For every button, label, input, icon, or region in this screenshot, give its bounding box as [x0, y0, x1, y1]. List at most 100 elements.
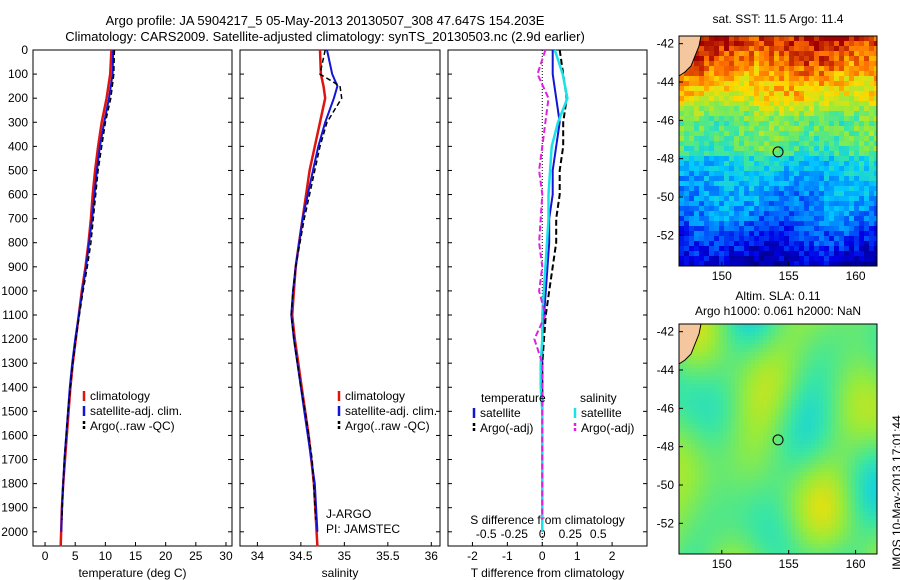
sla-argo-location-marker	[772, 434, 784, 446]
sst-xtick-label: 160	[846, 269, 866, 283]
salinity-xtick-label: 34.5	[289, 549, 313, 563]
sla-ytick-label: -50	[657, 478, 675, 492]
sla-ytick-label: -48	[657, 440, 675, 454]
sdiff-legend-entry: Argo(-adj)	[581, 421, 634, 435]
depth-tick-label: 1500	[1, 404, 28, 418]
temperature-axes-frame	[32, 49, 233, 547]
sla-ytick-label: -46	[657, 401, 675, 415]
sla-xtick-label: 150	[712, 557, 732, 571]
depth-tick-label: 1400	[1, 380, 28, 394]
depth-tick-label: 200	[8, 91, 28, 105]
sla-map-subtitle: Argo h1000: 0.061 h2000: NaN	[695, 304, 861, 318]
sst-map-frame	[678, 35, 878, 267]
sdiff-xtick-label: -0.5	[476, 527, 497, 541]
figure-title-line1: Argo profile: JA 5904217_5 05-May-2013 2…	[105, 13, 545, 28]
tdiff-legend-entry: Argo(-adj)	[480, 421, 533, 435]
tdiff-xtick-label: -1	[502, 549, 513, 563]
sdiff-argo-line	[533, 49, 550, 520]
salinity-legend-entry: Argo(..raw -QC)	[345, 419, 430, 433]
depth-tick-label: 400	[8, 139, 28, 153]
sst-ytick-label: -46	[657, 113, 675, 127]
temperature-legend-entry: climatology	[90, 389, 150, 403]
tdiff-legend-title: temperature	[481, 391, 546, 405]
sst-ytick-label: -44	[657, 75, 675, 89]
sla-ytick-label: -52	[657, 516, 675, 530]
depth-tick-label: 600	[8, 188, 28, 202]
sdiff-axis-label: S difference from climatology	[470, 513, 625, 527]
salinity-argo-line	[290, 49, 343, 520]
tdiff-xtick-label: 0	[539, 549, 546, 563]
tdiff-legend-entry: satellite	[480, 406, 521, 420]
temperature-legend-entry: Argo(..raw -QC)	[90, 419, 175, 433]
float-pi-label: PI: JAMSTEC	[326, 522, 400, 536]
sla-xtick-label: 155	[779, 557, 799, 571]
tdiff-xtick-label: -2	[467, 549, 478, 563]
depth-tick-label: 1200	[1, 332, 28, 346]
sla-map-title: Altim. SLA: 0.11	[735, 289, 820, 303]
sst-ytick-label: -52	[657, 228, 675, 242]
depth-tick-label: 1300	[1, 356, 28, 370]
sst-tasmania-land	[678, 35, 702, 77]
sdiff-legend-title: salinity	[580, 391, 617, 405]
salinity-xtick-label: 35	[338, 549, 352, 563]
sst-map-title: sat. SST: 11.5 Argo: 11.4	[713, 12, 844, 26]
depth-tick-label: 900	[8, 260, 28, 274]
sla-ytick-label: -44	[657, 363, 675, 377]
sla-tasmania-land	[678, 323, 702, 365]
sst-ytick-label: -42	[657, 37, 675, 51]
sla-ytick-label: -42	[657, 325, 675, 339]
temperature-legend-entry: satellite-adj. clim.	[90, 404, 182, 418]
depth-tick-label: 1800	[1, 477, 28, 491]
depth-tick-label: 1600	[1, 428, 28, 442]
sst-field	[679, 36, 878, 267]
depth-tick-label: 100	[8, 67, 28, 81]
depth-tick-label: 1900	[1, 501, 28, 515]
sdiff-legend-entry: satellite	[581, 406, 622, 420]
salinity-legend-entry: climatology	[345, 389, 405, 403]
salinity-xtick-label: 36	[425, 549, 439, 563]
float-program-label: J-ARGO	[326, 507, 371, 521]
tdiff-xtick-label: 1	[574, 549, 581, 563]
tdiff-xlabel: T difference from climatology	[471, 566, 625, 580]
depth-tick-label: 1700	[1, 453, 28, 467]
temperature-xtick-label: 25	[189, 549, 203, 563]
temperature-xtick-label: 10	[99, 549, 113, 563]
depth-tick-label: 800	[8, 236, 28, 250]
depth-tick-label: 2000	[1, 525, 28, 539]
figure-title-line2: Climatology: CARS2009. Satellite-adjuste…	[65, 29, 585, 44]
temperature-argo-line	[61, 49, 116, 520]
sla-map-frame	[678, 323, 878, 555]
sst-xtick-label: 150	[712, 269, 732, 283]
salinity-climatology-line	[290, 49, 327, 547]
sla-xtick-label: 160	[846, 557, 866, 571]
depth-tick-label: 500	[8, 163, 28, 177]
sla-field	[679, 324, 878, 555]
temperature-xtick-label: 15	[129, 549, 143, 563]
salinity-xlabel: salinity	[322, 566, 359, 580]
temperature-xlabel: temperature (deg C)	[78, 566, 186, 580]
sst-ytick-label: -50	[657, 190, 675, 204]
tdiff-xtick-label: 2	[609, 549, 616, 563]
temperature-xtick-label: 0	[42, 549, 49, 563]
depth-tick-label: 0	[21, 43, 28, 57]
sdiff-xtick-label: -0.25	[501, 527, 529, 541]
temperature-xtick-label: 30	[219, 549, 233, 563]
imos-timestamp: IMOS 10-May-2013 17:01:44	[890, 415, 900, 570]
temperature-xtick-label: 5	[72, 549, 79, 563]
depth-tick-label: 1100	[2, 308, 28, 322]
sdiff-xtick-label: 0.5	[590, 527, 607, 541]
sst-xtick-label: 155	[779, 269, 799, 283]
sst-ytick-label: -48	[657, 152, 675, 166]
salinity-xtick-label: 35.5	[376, 549, 400, 563]
depth-tick-label: 300	[8, 115, 28, 129]
sdiff-xtick-label: 0.25	[559, 527, 583, 541]
salinity-axes-frame	[239, 49, 441, 547]
temperature-xtick-label: 20	[159, 549, 173, 563]
difference-axes-frame	[447, 49, 648, 547]
salinity-legend-entry: satellite-adj. clim.	[345, 404, 437, 418]
salinity-xtick-label: 34	[251, 549, 265, 563]
depth-tick-label: 1000	[1, 284, 28, 298]
sst-argo-location-marker	[772, 146, 784, 158]
depth-tick-label: 700	[8, 212, 28, 226]
